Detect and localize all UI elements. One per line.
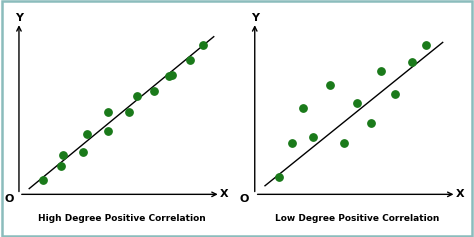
Point — [408, 61, 416, 64]
Point — [377, 69, 385, 73]
Point — [326, 83, 334, 87]
Point — [299, 106, 306, 110]
Point — [340, 141, 347, 145]
Point — [186, 58, 193, 61]
Point — [59, 153, 66, 157]
Point — [105, 110, 112, 114]
Point — [150, 89, 158, 92]
Text: Low Degree Positive Correlation: Low Degree Positive Correlation — [275, 214, 439, 223]
Text: High Degree Positive Correlation: High Degree Positive Correlation — [37, 214, 205, 223]
Point — [275, 175, 283, 179]
Point — [422, 43, 429, 47]
Point — [104, 129, 111, 132]
Point — [168, 73, 176, 76]
Text: O: O — [4, 194, 13, 204]
Point — [391, 92, 399, 96]
Point — [367, 121, 375, 125]
Text: O: O — [240, 194, 249, 204]
Text: X: X — [219, 189, 228, 199]
Point — [309, 135, 317, 139]
Point — [354, 101, 361, 105]
Point — [83, 132, 91, 136]
Point — [80, 150, 87, 154]
Point — [125, 110, 133, 114]
Point — [165, 74, 173, 78]
Point — [289, 141, 296, 145]
Text: X: X — [456, 189, 464, 199]
Point — [57, 164, 64, 168]
Text: Y: Y — [251, 13, 259, 23]
Text: Y: Y — [15, 13, 23, 23]
Point — [39, 178, 46, 182]
Point — [133, 94, 140, 98]
Point — [200, 43, 207, 47]
